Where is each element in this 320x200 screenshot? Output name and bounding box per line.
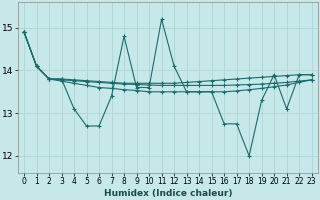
X-axis label: Humidex (Indice chaleur): Humidex (Indice chaleur) <box>104 189 232 198</box>
